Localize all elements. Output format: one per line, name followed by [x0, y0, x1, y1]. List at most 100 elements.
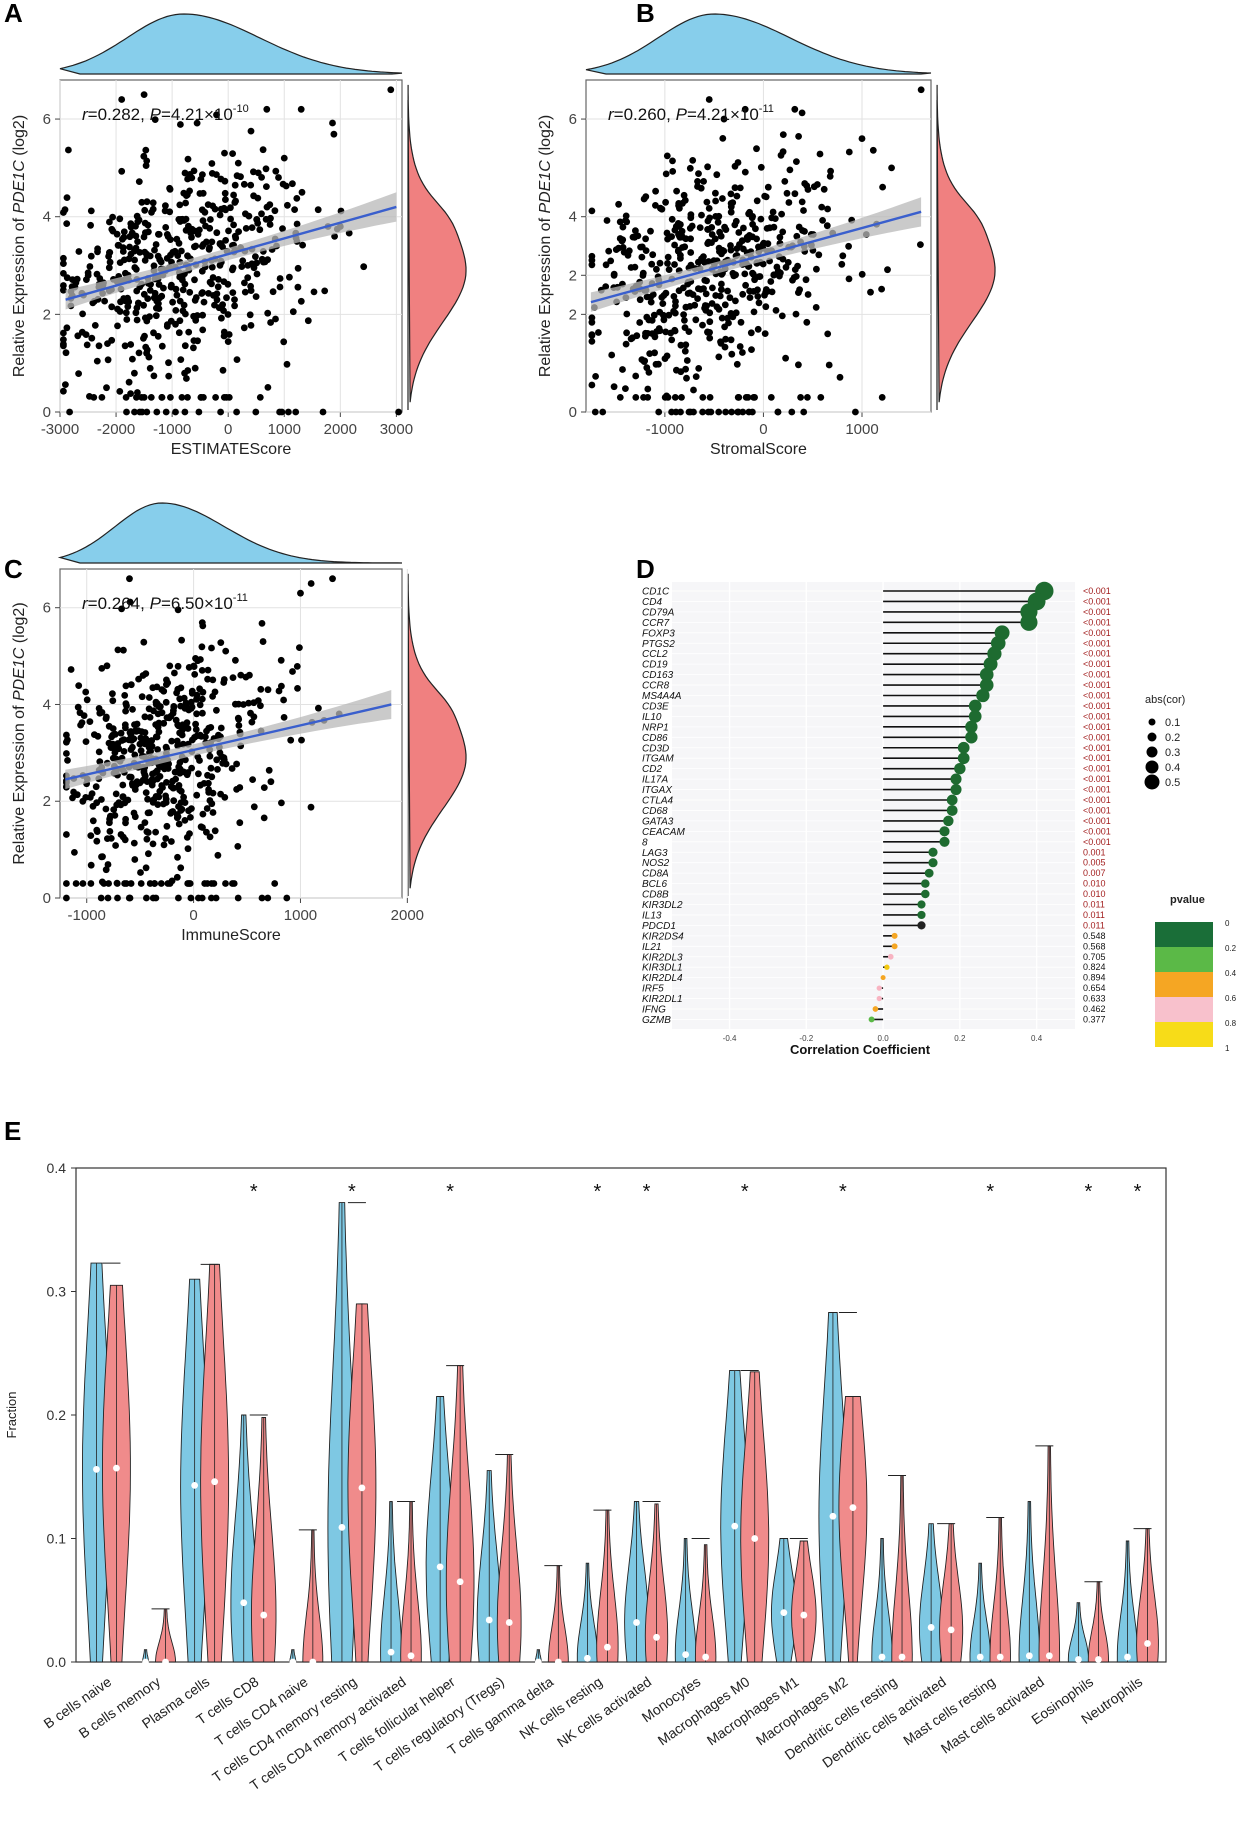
scatter-point: [717, 338, 724, 346]
scatter-point: [331, 233, 338, 240]
lollipop-point: [924, 868, 934, 878]
scatter-point: [329, 119, 336, 127]
scatter-point: [869, 146, 877, 154]
scatter-point: [104, 356, 112, 364]
p-value-label: <0.001: [1083, 816, 1111, 826]
scatter-point: [662, 289, 670, 297]
violin-blue-median: [289, 1658, 297, 1666]
scatter-point: [760, 239, 768, 247]
p-value-label: <0.001: [1083, 649, 1111, 659]
scatter-point: [198, 619, 206, 626]
gene-label: ITGAM: [642, 754, 674, 765]
top-density-curve: [59, 13, 403, 75]
lollipop-point: [868, 1016, 875, 1023]
scatter-point: [238, 263, 246, 270]
gene-label: CD3E: [642, 701, 669, 712]
scatter-point: [186, 288, 194, 296]
scatter-point: [122, 682, 130, 690]
scatter-point: [746, 287, 753, 295]
x-tick-label: -3000: [41, 421, 79, 438]
x-tick-label: 0.0: [878, 1034, 890, 1043]
scatter-point: [917, 86, 925, 94]
scatter-point: [271, 880, 279, 887]
scatter-point: [187, 814, 194, 821]
scatter-point: [206, 833, 214, 841]
scatter-point: [82, 738, 90, 745]
y-axis-label-prefix: Relative Expression of: [537, 214, 554, 378]
scatter-point: [148, 208, 155, 216]
regression-line: [590, 210, 922, 304]
annotation-r-symbol: r: [82, 105, 89, 124]
scatter-point: [121, 836, 129, 844]
scatter-point: [171, 669, 178, 677]
lollipop-point: [950, 784, 962, 796]
scatter-point: [98, 878, 106, 886]
scatter-point: [75, 248, 83, 255]
scatter-point: [250, 168, 257, 176]
scatter-point: [774, 267, 782, 275]
violin-blue-median: [1075, 1656, 1082, 1663]
scatter-point: [191, 364, 199, 372]
scatter-point: [136, 408, 144, 416]
scatter-point: [737, 318, 745, 326]
y-axis-label-gene: PDE1C: [11, 647, 28, 701]
p-value-label: 0.010: [1083, 889, 1106, 899]
scatter-point: [262, 165, 270, 173]
scatter-point: [867, 288, 874, 296]
scatter-point: [140, 301, 148, 309]
scatter-point: [751, 276, 758, 284]
scatter-point: [721, 343, 729, 351]
panel-letter-e: E: [4, 1116, 21, 1146]
scatter-point: [795, 133, 802, 140]
scatter-point: [147, 394, 155, 401]
scatter-point: [280, 714, 288, 721]
scatter-point: [645, 316, 653, 324]
scatter-panel-b: -1000 0 1000 0 2 2 4 6 r=0.260, P=4.21×10-11 Stro…: [537, 13, 996, 458]
gene-label: GATA3: [642, 816, 674, 827]
scatter-point: [93, 357, 101, 365]
scatter-point: [791, 266, 799, 273]
violin-red-median: [702, 1653, 710, 1661]
p-value-label: 0.894: [1083, 973, 1106, 983]
p-value-label: 0.633: [1083, 994, 1106, 1004]
scatter-point: [127, 880, 135, 887]
scatter-point: [165, 359, 172, 367]
significance-star: *: [250, 1181, 258, 1203]
x-tick-label: -2000: [97, 421, 135, 438]
scatter-point: [216, 211, 224, 219]
scatter-point: [686, 224, 694, 232]
scatter-point: [94, 732, 102, 740]
scatter-point: [632, 227, 639, 235]
scatter-point: [79, 310, 86, 318]
scatter-point: [112, 790, 120, 798]
scatter-point: [125, 298, 133, 306]
scatter-point: [258, 210, 265, 218]
scatter-point: [153, 767, 161, 775]
lollipop-point: [943, 815, 954, 827]
scatter-point: [631, 263, 639, 271]
scatter-point: [178, 247, 185, 255]
scatter-point: [670, 293, 678, 300]
scatter-point: [644, 385, 652, 393]
y-tick-label: 2: [569, 267, 577, 284]
scatter-point: [123, 408, 130, 416]
scatter-point: [116, 388, 124, 395]
scatter-point: [642, 235, 649, 243]
scatter-point: [257, 685, 265, 693]
scatter-point: [63, 324, 71, 332]
scatter-point: [608, 351, 616, 359]
scatter-point: [75, 682, 83, 689]
scatter-point: [217, 205, 225, 213]
scatter-point: [689, 157, 697, 164]
scatter-point: [198, 667, 206, 674]
scatter-point: [142, 343, 150, 351]
scatter-point: [647, 293, 654, 301]
annotation-p-symbol: P: [150, 105, 162, 124]
scatter-point: [640, 195, 648, 203]
annotation-p-value: =6.50×10: [161, 594, 233, 613]
gene-label: CD2: [642, 764, 662, 775]
scatter-point: [699, 321, 706, 329]
scatter-point: [307, 803, 315, 811]
scatter-point: [616, 218, 624, 226]
